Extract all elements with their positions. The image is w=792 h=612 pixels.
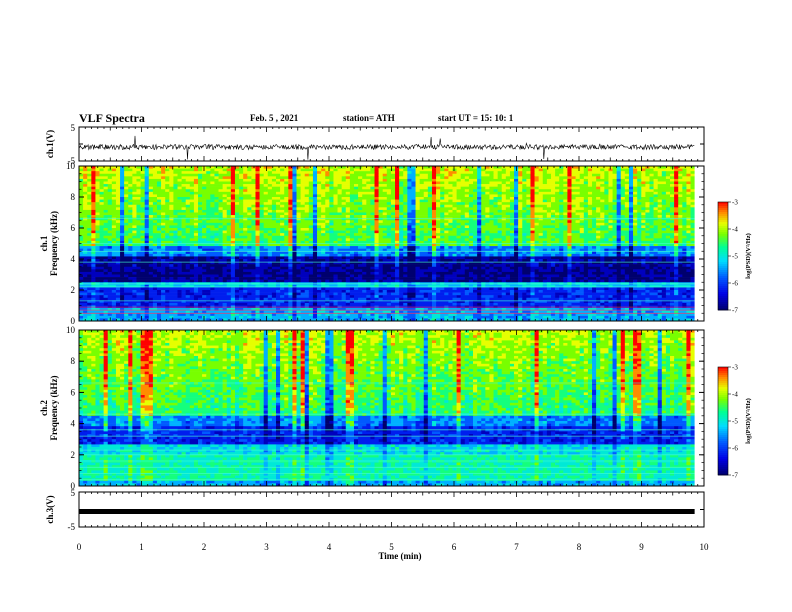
ytick-label: 10 — [66, 161, 76, 171]
colorbar-tick-label: -4 — [732, 226, 738, 234]
xtick-label: 4 — [327, 542, 332, 552]
colorbar-2: -3 -4 -5 -6 -7 log(PSD)(V²/Hz) — [717, 364, 752, 480]
ch1-waveform-trace — [78, 135, 695, 160]
ytick-label: -5 — [68, 156, 76, 166]
ytick-label: 4 — [71, 419, 76, 429]
xtick-label: 6 — [452, 542, 457, 552]
colorbar-tick-label: -5 — [732, 418, 738, 426]
ch2-spectrogram-image — [79, 330, 704, 487]
chart-title: VLF Spectra — [79, 111, 145, 125]
xtick-label: 7 — [514, 542, 519, 552]
colorbar-tick-label: -6 — [732, 445, 738, 453]
colorbar-tick-label: -6 — [732, 280, 738, 288]
xtick-label: 0 — [77, 542, 82, 552]
ylabel-frequency: Frequency (kHz) — [49, 211, 59, 276]
xtick-label: 3 — [264, 542, 269, 552]
xtick-label: 9 — [639, 542, 644, 552]
header-start-time: start UT = 15: 10: 1 — [438, 113, 514, 123]
ch1-spectrogram-image — [79, 166, 704, 322]
ytick-label: 5 — [71, 488, 76, 498]
header-station: station= ATH — [343, 113, 395, 123]
ytick-label: 0 — [71, 316, 76, 326]
xtick-label: 2 — [202, 542, 207, 552]
ytick-label: 4 — [71, 254, 76, 264]
xtick-label: 10 — [700, 542, 710, 552]
panel-frame-1 — [78, 126, 705, 162]
ytick-label: 8 — [71, 356, 76, 366]
ytick-label: -5 — [68, 522, 76, 532]
ytick-label: 5 — [71, 123, 76, 133]
colorbar-tick-label: -7 — [732, 472, 738, 480]
colorbar-tick-label: -5 — [732, 253, 738, 261]
ylabel-voltage: ch.1(V) — [45, 130, 55, 158]
colorbar-tick-label: -3 — [732, 364, 738, 372]
ytick-label: 8 — [71, 192, 76, 202]
xtick-label: 5 — [389, 542, 394, 552]
colorbar-label: log(PSD)(V²/Hz) — [745, 233, 752, 279]
xtick-label: 8 — [577, 542, 582, 552]
ylabel-voltage: ch.3(V) — [45, 495, 55, 523]
colorbar-label: log(PSD)(V²/Hz) — [745, 398, 752, 444]
ytick-label: 0 — [71, 481, 76, 491]
colorbar-1: -3 -4 -5 -6 -7 log(PSD)(V²/Hz) — [717, 199, 752, 315]
ylabel-channel: ch.2 — [39, 400, 49, 416]
ytick-label: 2 — [71, 285, 76, 295]
x-axis-label: Time (min) — [378, 551, 421, 561]
colorbar-tick-label: -3 — [732, 199, 738, 207]
ytick-label: 2 — [71, 450, 76, 460]
ylabel-frequency: Frequency (kHz) — [49, 375, 59, 440]
ytick-label: 6 — [71, 223, 76, 233]
ytick-label: 10 — [66, 325, 76, 335]
header-date: Feb. 5 , 2021 — [250, 113, 299, 123]
xtick-label: 1 — [139, 542, 144, 552]
ytick-label: 6 — [71, 387, 76, 397]
colorbar-tick-label: -7 — [732, 307, 738, 315]
ylabel-channel: ch.1 — [39, 235, 49, 251]
colorbar-tick-label: -4 — [732, 391, 738, 399]
